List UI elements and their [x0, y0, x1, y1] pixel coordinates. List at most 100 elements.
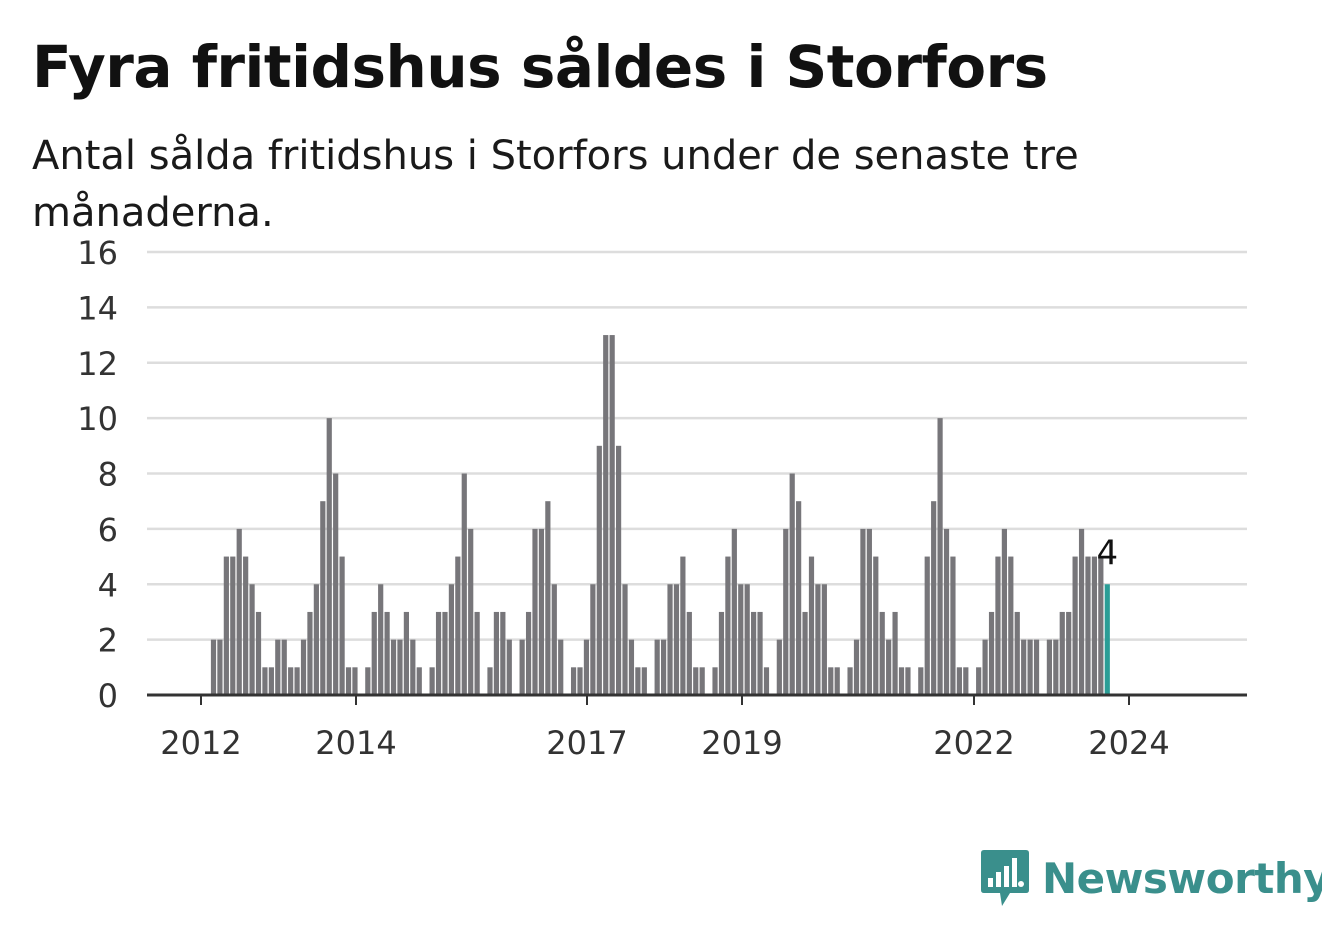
bar [468, 528, 474, 696]
bar [982, 639, 988, 696]
data-labels: 4 [1096, 533, 1118, 573]
bar [493, 611, 500, 695]
bar [545, 501, 551, 695]
bar [474, 611, 480, 695]
bar [390, 639, 397, 696]
newsworthy-logo-icon [981, 850, 1029, 906]
bar [1001, 528, 1007, 696]
y-tick-label: 16 [77, 234, 118, 272]
bar [776, 639, 782, 696]
bar [943, 528, 950, 696]
bar [1027, 639, 1033, 696]
bar [686, 611, 692, 695]
x-tick-label: 2024 [1088, 724, 1169, 762]
bar [718, 611, 725, 695]
bar [783, 528, 789, 696]
bar [693, 667, 699, 695]
bar [275, 639, 281, 696]
bar [487, 667, 493, 695]
bar [738, 584, 744, 695]
y-tick-label: 4 [98, 566, 118, 604]
brand-name: Newsworthy [1042, 853, 1322, 903]
bar [1053, 639, 1059, 696]
y-axis-ticks: 0 2 4 6 8 10 12 14 16 [77, 234, 118, 715]
bar [230, 556, 236, 695]
bar [673, 584, 680, 695]
bar [1098, 556, 1104, 695]
last-value-label: 4 [1096, 533, 1118, 573]
bar [622, 584, 628, 695]
bar [796, 501, 802, 695]
bar [506, 639, 512, 696]
bar [1078, 528, 1085, 696]
bar [937, 418, 943, 696]
bar [873, 556, 879, 695]
bar [403, 611, 409, 695]
bar [918, 667, 924, 695]
bar [1059, 611, 1065, 695]
x-axis-ticks: 2012 2014 2017 2019 2022 2024 [160, 695, 1170, 762]
bar [442, 611, 448, 695]
bar [236, 528, 242, 696]
bar [834, 667, 840, 695]
bar [924, 556, 930, 695]
y-tick-label: 10 [77, 400, 118, 438]
bar [667, 584, 673, 695]
bar [879, 611, 885, 695]
bar [365, 667, 371, 695]
bar [821, 584, 827, 695]
bar [789, 473, 795, 695]
bar [1008, 556, 1014, 695]
bar [223, 556, 229, 695]
bar [603, 335, 609, 695]
bar [333, 473, 339, 695]
bar [294, 667, 300, 695]
bar [384, 611, 390, 695]
x-tick-label: 2014 [315, 724, 396, 762]
bar [1021, 639, 1027, 696]
y-tick-label: 2 [98, 622, 118, 660]
bar [455, 556, 461, 695]
bar [898, 667, 905, 695]
bar [448, 584, 455, 695]
bar [744, 584, 750, 695]
bar [654, 639, 660, 696]
bar [596, 445, 602, 695]
bar [808, 556, 815, 695]
bar [519, 639, 525, 696]
bar [680, 556, 686, 695]
bar [435, 611, 442, 695]
bar [583, 639, 590, 696]
bar [1014, 611, 1020, 695]
bar [326, 418, 332, 696]
bar [956, 667, 962, 695]
bar [1085, 556, 1091, 695]
y-tick-label: 0 [98, 677, 118, 715]
y-tick-label: 8 [98, 456, 118, 494]
bar [558, 639, 564, 696]
bar [1033, 639, 1040, 696]
bar [886, 639, 892, 696]
chart-title: Fyra fritidshus såldes i Storfors [32, 33, 1048, 101]
bar [1066, 611, 1072, 695]
bar [249, 584, 255, 695]
bar [397, 639, 403, 696]
bar [210, 639, 217, 696]
bar [288, 667, 294, 695]
bar [243, 556, 249, 695]
bar [860, 528, 866, 696]
bar [339, 556, 345, 695]
bar [590, 584, 596, 695]
bar [429, 667, 435, 695]
bar [461, 473, 467, 695]
bars [210, 335, 1110, 696]
bar [1072, 556, 1078, 695]
x-tick-label: 2019 [701, 724, 782, 762]
bar [976, 667, 982, 695]
bar [378, 584, 384, 695]
chart-subtitle: Antal sålda fritidshus i Storfors under … [32, 133, 1079, 236]
bar [757, 611, 763, 695]
bar [1104, 584, 1110, 695]
bar [905, 667, 911, 695]
bar [255, 611, 262, 695]
